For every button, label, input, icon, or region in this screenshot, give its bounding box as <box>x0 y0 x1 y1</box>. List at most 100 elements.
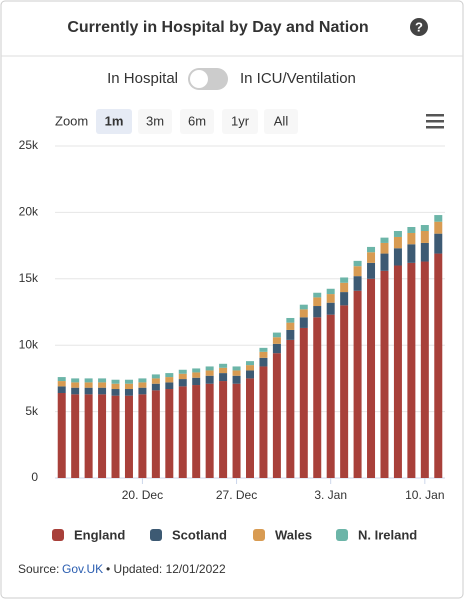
bar-segment <box>313 317 322 478</box>
bar-segment <box>380 237 389 243</box>
bar-segment <box>84 387 93 395</box>
bar-segment <box>178 379 187 387</box>
bar-segment <box>367 262 376 279</box>
legend-label[interactable]: Scotland <box>172 527 227 542</box>
bar-segment <box>367 246 376 253</box>
menu-bar[interactable] <box>426 126 444 129</box>
bar-segment <box>246 361 254 366</box>
bar-segment <box>111 389 120 396</box>
bar-segment <box>420 225 429 231</box>
bar-segment <box>151 390 160 478</box>
bar-segment <box>98 378 107 383</box>
source-link[interactable]: Gov.UK <box>62 562 103 576</box>
bar-segment <box>272 337 281 344</box>
bar-segment <box>340 282 349 293</box>
bar-segment <box>219 381 228 478</box>
bar-segment <box>353 276 362 291</box>
bar-segment <box>313 297 322 307</box>
bar-segment <box>98 394 107 478</box>
bar-segment <box>178 386 187 478</box>
bar-segment <box>420 242 429 262</box>
bar-segment <box>232 366 241 371</box>
bar-segment <box>340 292 349 306</box>
toggle-knob[interactable] <box>190 70 208 88</box>
bar-segment <box>192 385 201 478</box>
zoom-button-label[interactable]: 1yr <box>231 113 250 128</box>
bar-segment <box>124 395 133 478</box>
bar-segment <box>259 357 268 367</box>
bar-segment <box>138 387 147 395</box>
legend-swatch[interactable] <box>150 529 162 541</box>
bar-segment <box>178 373 187 380</box>
bar-segment <box>84 394 93 478</box>
bar-segment <box>272 353 281 478</box>
bar-segment <box>299 309 308 318</box>
legend-swatch[interactable] <box>253 529 265 541</box>
legend-label[interactable]: N. Ireland <box>358 527 417 542</box>
bar-segment <box>111 383 120 390</box>
toggle-left-label[interactable]: In Hospital <box>107 70 178 87</box>
x-tick-label: 10. Jan <box>405 488 444 502</box>
bar-segment <box>420 261 429 478</box>
toggle-right-label[interactable]: In ICU/Ventilation <box>240 70 356 87</box>
bar-segment <box>192 377 201 386</box>
bar-segment <box>380 242 389 254</box>
menu-icon[interactable] <box>426 114 444 129</box>
source-prefix: Source: <box>18 562 59 576</box>
bar-segment <box>407 244 416 263</box>
x-tick-label: 3. Jan <box>314 488 347 502</box>
x-tick-label: 20. Dec <box>122 488 163 502</box>
y-tick-label: 15k <box>19 271 39 285</box>
bar-segment <box>57 393 66 478</box>
bar-segment <box>420 230 429 243</box>
zoom-button-label[interactable]: 3m <box>146 113 164 128</box>
bar-segment <box>232 383 241 478</box>
zoom-button[interactable] <box>222 109 258 134</box>
bar-segment <box>165 389 174 478</box>
menu-bar[interactable] <box>426 114 444 117</box>
bar-segment <box>138 378 147 383</box>
toggle[interactable] <box>188 68 228 90</box>
zoom-button-label[interactable]: 1m <box>105 113 124 128</box>
bar-segment <box>380 253 389 271</box>
bar-segment <box>151 378 160 384</box>
bar-segment <box>326 288 335 295</box>
bar-segment <box>353 266 362 277</box>
bar-segment <box>286 322 295 330</box>
bar-segment <box>407 262 416 478</box>
bar-segment <box>138 382 147 388</box>
help-circle[interactable] <box>410 18 428 36</box>
bar-segment <box>286 339 295 478</box>
help-mark[interactable]: ? <box>415 19 423 34</box>
y-tick-label: 25k <box>19 138 39 152</box>
bar-segment <box>151 374 160 379</box>
bar-segment <box>71 387 80 395</box>
menu-bar[interactable] <box>426 120 444 123</box>
bar-segment <box>84 378 93 383</box>
zoom-button[interactable] <box>96 109 132 134</box>
legend-label[interactable]: England <box>74 527 125 542</box>
bar-segment <box>393 236 402 249</box>
bar-segment <box>434 233 443 254</box>
bar-segment <box>232 375 241 384</box>
bar-segment <box>205 383 214 478</box>
zoom-button[interactable] <box>180 109 214 134</box>
bar-segment <box>299 304 308 310</box>
legend-swatch[interactable] <box>52 529 64 541</box>
bar-segment <box>124 383 133 390</box>
help-icon[interactable]: ? <box>410 18 428 36</box>
bar-segment <box>272 332 281 338</box>
legend-swatch[interactable] <box>336 529 348 541</box>
updated: • Updated: 12/01/2022 <box>106 562 226 576</box>
bar-segment <box>192 368 201 373</box>
legend-label[interactable]: Wales <box>275 527 312 542</box>
bar-segment <box>71 394 80 478</box>
zoom-button-label[interactable]: All <box>274 113 289 128</box>
bar-segment <box>434 221 443 234</box>
zoom-button[interactable] <box>264 109 298 134</box>
zoom-button[interactable] <box>138 109 172 134</box>
zoom-button-label[interactable]: 6m <box>188 113 206 128</box>
bar-segment <box>259 366 268 478</box>
bar-segment <box>353 260 362 267</box>
